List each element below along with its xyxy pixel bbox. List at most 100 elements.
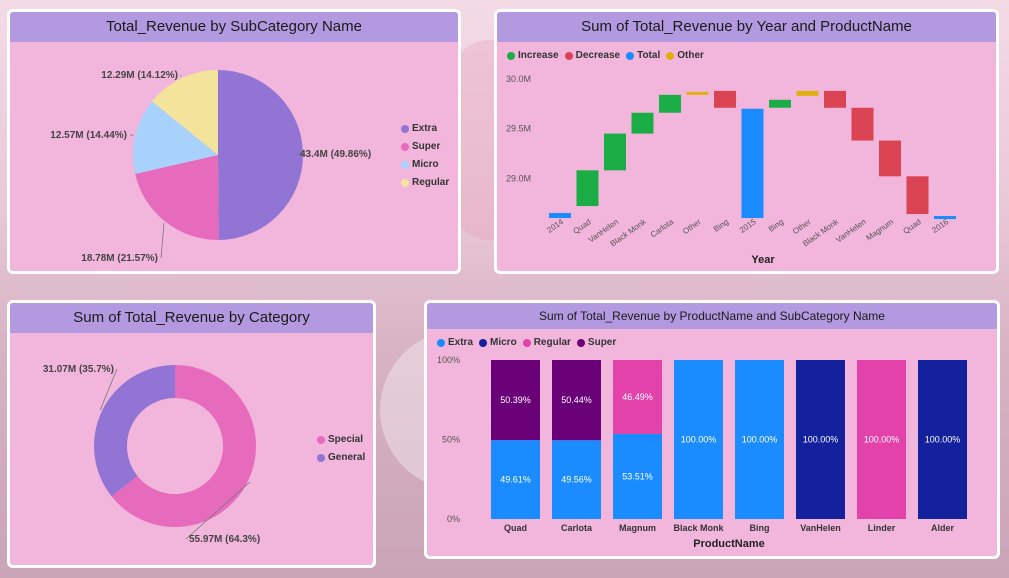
donut-leader-line [99, 368, 118, 411]
pie-leader-line [160, 223, 165, 259]
donut-chart: 55.97M (64.3%) 31.07M (35.7%) [43, 364, 260, 545]
legend-label: Special [328, 434, 364, 445]
waterfall-bar-decrease[interactable] [879, 140, 901, 177]
stacked-bar-segment-micro[interactable] [918, 360, 967, 519]
x-tick-label: Bing [750, 523, 770, 533]
waterfall-bar-total[interactable] [934, 216, 956, 220]
y-tick-label: 100% [437, 355, 460, 365]
pie-chart-panel[interactable]: Total_Revenue by SubCategory Name 43.4M … [7, 9, 461, 274]
legend-item-increase[interactable]: Increase [507, 50, 559, 61]
stacked-bar-segment-extra[interactable] [491, 440, 540, 519]
stacked-bar-segment-extra[interactable] [613, 433, 662, 519]
legend-item-micro[interactable]: Micro [401, 159, 449, 170]
pie-chart-title: Total_Revenue by SubCategory Name [10, 12, 458, 42]
legend-label: Super [587, 337, 617, 348]
pie-data-label: 18.78M (21.57%) [81, 253, 158, 264]
legend-label: Extra [448, 337, 474, 348]
legend-dot [401, 142, 409, 151]
legend-item-special[interactable]: Special [317, 434, 365, 445]
y-tick-label: 29.5M [506, 124, 531, 134]
waterfall-bar-increase[interactable] [659, 94, 681, 113]
legend-label: Micro [490, 337, 517, 348]
legend-label: Regular [412, 177, 450, 188]
x-tick-label: Alder [931, 523, 955, 533]
waterfall-bar-increase[interactable] [604, 133, 626, 171]
donut-chart-panel[interactable]: Sum of Total_Revenue by Category 55.97M … [7, 300, 376, 568]
waterfall-bar-decrease[interactable] [851, 107, 874, 141]
stacked-bar-segment-extra[interactable] [552, 440, 601, 519]
waterfall-bar-other[interactable] [686, 91, 709, 95]
x-tick-label: Linder [868, 523, 896, 533]
legend-dot [401, 178, 409, 187]
bar-data-label: 100.00% [742, 435, 778, 445]
x-axis-title: ProductName [693, 538, 765, 550]
legend-dot [401, 160, 409, 169]
legend-item-other[interactable]: Other [666, 50, 704, 61]
legend-label: Extra [412, 123, 438, 134]
stacked-bar-segment-regular[interactable] [613, 360, 662, 434]
stacked-bar-segment-super[interactable] [491, 360, 540, 441]
pie-slice-extra[interactable] [218, 70, 304, 240]
waterfall-bar-other[interactable] [796, 90, 819, 96]
legend-dot [576, 338, 585, 347]
legend-item-super[interactable]: Super [401, 141, 449, 152]
pie-data-label: 12.57M (14.44%) [50, 130, 127, 141]
x-tick-label: 2014 [545, 217, 565, 235]
pie-slice-micro[interactable] [133, 101, 218, 174]
legend-item-extra[interactable]: Extra [437, 337, 473, 348]
x-tick-label: Black Monk [673, 523, 724, 533]
legend-item-general[interactable]: General [317, 452, 365, 463]
stacked-bar-chart: 100% 50% 0% 49.61% 50.39% Quad 49.56% 50.44% Car… [437, 355, 967, 550]
legend-item-extra[interactable]: Extra [401, 123, 449, 134]
legend-dot [317, 453, 325, 462]
pie-slice-super[interactable] [135, 155, 219, 240]
x-tick-label: Bing [712, 217, 730, 234]
pie-leader-line [296, 153, 306, 156]
legend-dot [522, 338, 531, 347]
stacked-bar-chart-title: Sum of Total_Revenue by ProductName and … [427, 303, 997, 329]
waterfall-bar-decrease[interactable] [906, 176, 929, 215]
waterfall-bar-increase[interactable] [576, 170, 599, 207]
legend-dot [507, 51, 515, 60]
legend-item-micro[interactable]: Micro [479, 337, 517, 348]
legend-item-super[interactable]: Super [576, 337, 617, 348]
x-tick-label: Other [791, 217, 813, 236]
x-axis-title: Year [751, 254, 775, 266]
donut-data-label: 55.97M (64.3%) [189, 534, 260, 545]
legend-label: Super [412, 141, 441, 152]
waterfall-chart-panel[interactable]: Sum of Total_Revenue by Year and Product… [494, 9, 999, 274]
donut-slice-general[interactable] [94, 365, 175, 497]
stacked-bar-segment-extra[interactable] [674, 360, 723, 519]
bar-data-label: 100.00% [681, 435, 717, 445]
pie-slice-regular[interactable] [152, 70, 218, 155]
x-tick-label: Quad [504, 523, 527, 533]
waterfall-legend: Increase Decrease Total Other [507, 50, 704, 61]
legend-dot [401, 124, 409, 133]
stacked-bar-segment-extra[interactable] [735, 360, 784, 519]
legend-item-regular[interactable]: Regular [522, 337, 571, 348]
stacked-bar-segment-regular[interactable] [857, 360, 906, 519]
x-tick-label: Carlota [561, 523, 593, 533]
waterfall-bar-decrease[interactable] [714, 90, 736, 108]
y-tick-label: 29.0M [506, 173, 531, 183]
legend-item-regular[interactable]: Regular [401, 177, 449, 188]
bar-data-label: 53.51% [622, 471, 653, 481]
legend-item-total[interactable]: Total [626, 50, 660, 61]
waterfall-bar-decrease[interactable] [824, 90, 846, 108]
waterfall-bar-increase[interactable] [769, 99, 791, 108]
donut-slice-special[interactable] [111, 365, 257, 527]
bar-data-label: 100.00% [803, 435, 839, 445]
bar-data-label: 100.00% [864, 435, 900, 445]
waterfall-bar-total[interactable] [741, 108, 764, 218]
legend-item-decrease[interactable]: Decrease [564, 50, 620, 61]
pie-data-label: 43.4M (49.86%) [300, 149, 371, 160]
waterfall-bar-increase[interactable] [631, 112, 654, 134]
stacked-bar-segment-super[interactable] [552, 360, 601, 441]
stacked-bar-chart-panel[interactable]: Sum of Total_Revenue by ProductName and … [424, 300, 1000, 559]
stacked-bar-segment-micro[interactable] [796, 360, 845, 519]
x-tick-label: Quad [571, 217, 592, 236]
waterfall-bar-total[interactable] [549, 213, 571, 218]
legend-label: Other [677, 50, 704, 61]
legend-dot [564, 51, 573, 60]
